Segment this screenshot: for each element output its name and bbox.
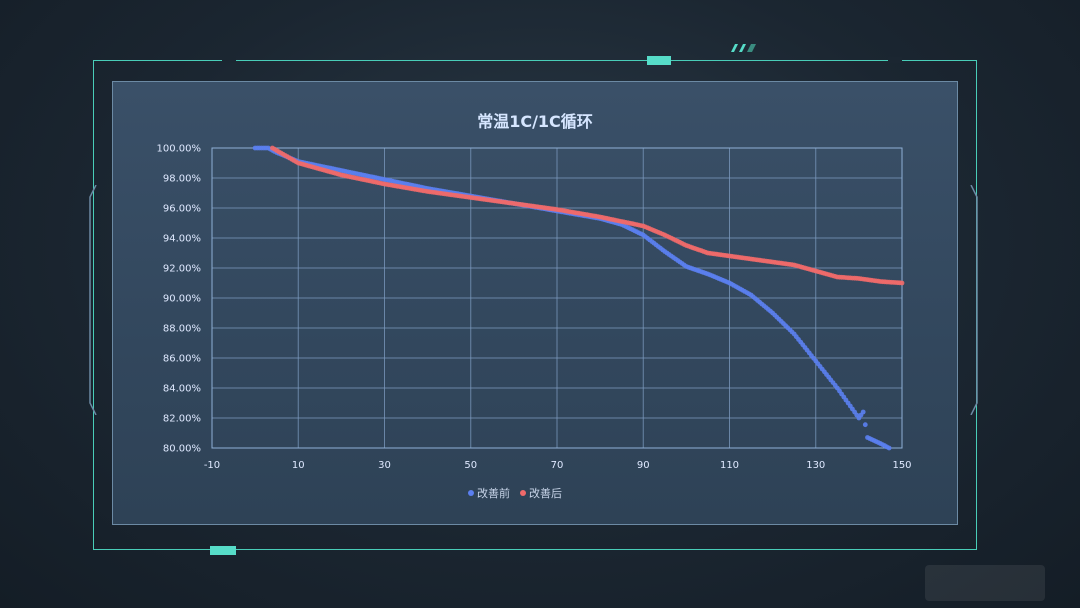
plot-border — [211, 147, 903, 449]
chart-legend: 改善前 改善后 — [468, 485, 562, 501]
frame-gap — [222, 57, 236, 63]
series-before-point — [862, 422, 868, 428]
x-tick-label: 150 — [892, 460, 911, 471]
legend-label-before: 改善前 — [477, 487, 510, 500]
decor-stripes — [731, 44, 756, 52]
y-tick-label: 92.00% — [163, 264, 201, 275]
chart-panel — [112, 81, 958, 525]
y-tick-label: 98.00% — [163, 174, 201, 185]
chart-title: 常温1C/1C循环 — [477, 112, 593, 131]
x-tick-label: 10 — [292, 460, 305, 471]
y-tick-label: 100.00% — [157, 144, 202, 155]
x-tick-label: 70 — [551, 460, 564, 471]
frame-side-right — [970, 185, 978, 415]
x-tick-label: 50 — [464, 460, 477, 471]
y-tick-label: 80.00% — [163, 444, 201, 455]
x-tick-label: 110 — [720, 460, 739, 471]
frame-side-left — [89, 185, 97, 415]
series-after-point — [899, 280, 905, 286]
y-tick-label: 84.00% — [163, 384, 201, 395]
frame-tab-top — [647, 56, 671, 65]
chart-plot: 80.00% 82.00% 84.00% 86.00% 88.00% 90.00% 92.0… — [157, 144, 912, 472]
legend-item-after: 改善后 — [520, 485, 562, 501]
watermark — [925, 565, 1045, 601]
y-tick-label: 86.00% — [163, 354, 201, 365]
y-tick-label: 90.00% — [163, 294, 201, 305]
y-tick-label: 94.00% — [163, 234, 201, 245]
x-tick-label: -10 — [204, 460, 220, 471]
legend-marker-before — [468, 490, 474, 496]
frame-gap — [888, 57, 902, 63]
legend-label-after: 改善后 — [529, 487, 562, 500]
frame-tab-bottom — [210, 546, 236, 555]
x-tick-label: 130 — [806, 460, 825, 471]
series-before-point — [860, 409, 866, 415]
legend-marker-after — [520, 490, 526, 496]
legend-item-before: 改善前 — [468, 485, 510, 501]
x-tick-label: 90 — [637, 460, 650, 471]
y-tick-label: 96.00% — [163, 204, 201, 215]
x-tick-label: 30 — [378, 460, 391, 471]
series-before-point — [886, 445, 892, 451]
y-tick-label: 82.00% — [163, 414, 201, 425]
y-tick-label: 88.00% — [163, 324, 201, 335]
